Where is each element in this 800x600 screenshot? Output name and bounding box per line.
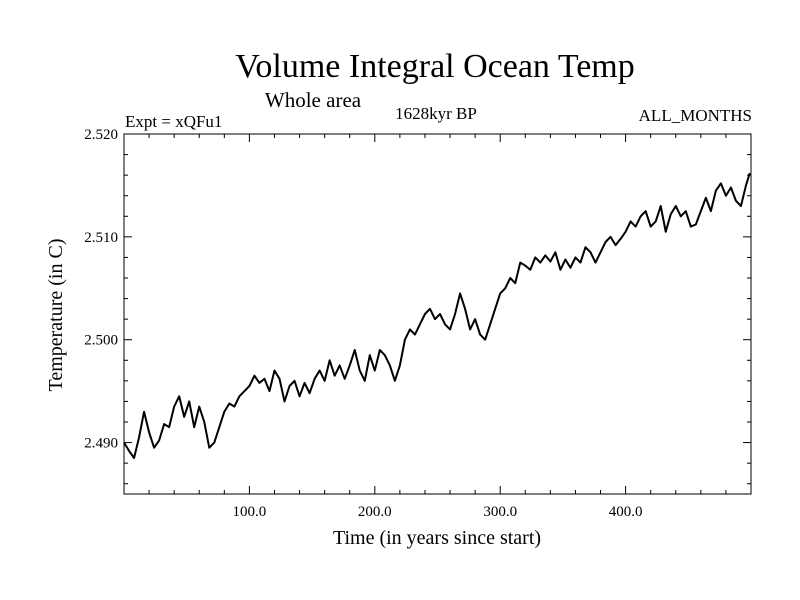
period-label: 1628kyr BP — [395, 104, 477, 123]
y-tick-label: 2.490 — [84, 436, 118, 452]
x-tick-label: 300.0 — [483, 504, 517, 520]
y-axis-label: Temperature (in C) — [45, 239, 67, 392]
plot-frame — [123, 133, 752, 495]
x-axis-label: Time (in years since start) — [333, 527, 541, 549]
x-tick-label: 400.0 — [609, 504, 643, 520]
y-tick-label: 2.500 — [84, 333, 118, 349]
chart-title: Volume Integral Ocean Temp — [235, 48, 635, 85]
y-tick-label: 2.520 — [84, 127, 118, 143]
x-tick-label: 200.0 — [358, 504, 392, 520]
temperature-series-line — [123, 172, 751, 459]
y-tick-label: 2.510 — [84, 230, 118, 246]
y-axis-ticks: 2.490 2.500 2.510 2.520 — [84, 127, 751, 485]
experiment-label: Expt = xQFu1 — [125, 112, 222, 131]
months-label: ALL_MONTHS — [639, 106, 752, 125]
chart-subtitle: Whole area — [265, 88, 362, 112]
x-tick-label: 100.0 — [233, 504, 267, 520]
x-axis-ticks: 100.0 200.0 300.0 400.0 — [148, 134, 727, 520]
